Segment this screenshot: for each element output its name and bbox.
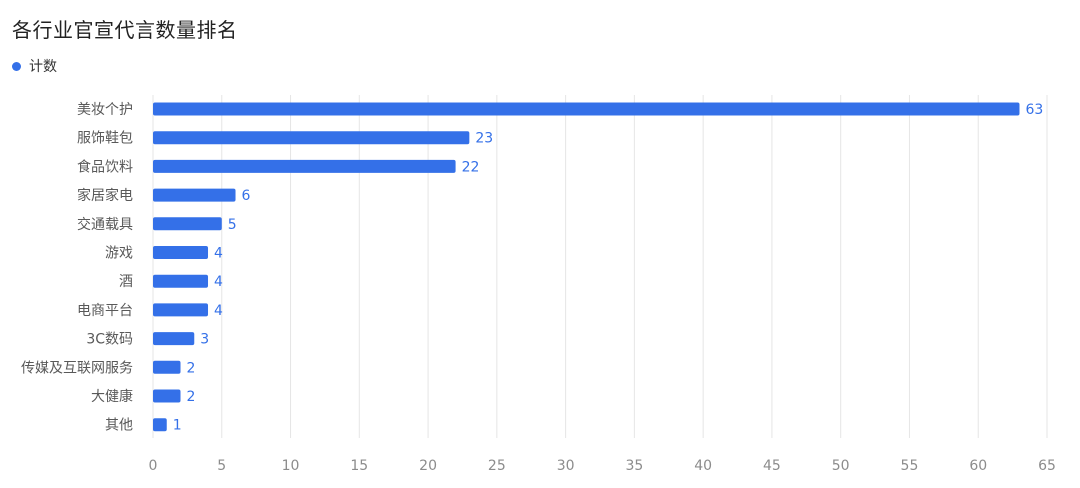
x-tick-label: 45 <box>763 458 781 474</box>
chart-title: 各行业官宣代言数量排名 <box>12 18 238 42</box>
x-tick-label: 20 <box>419 458 437 474</box>
bar[interactable] <box>153 246 209 259</box>
data-label: 23 <box>475 131 493 147</box>
x-tick-label: 30 <box>557 458 575 474</box>
bar[interactable] <box>153 389 181 403</box>
bar[interactable] <box>153 418 167 432</box>
category-label: 食品饮料 <box>77 158 133 175</box>
x-tick-label: 55 <box>901 458 919 474</box>
category-label: 游戏 <box>105 246 133 262</box>
x-tick-label: 15 <box>350 458 368 474</box>
category-label: 3C数码 <box>86 332 133 348</box>
grid-layer <box>152 95 1048 438</box>
bar[interactable] <box>153 131 470 145</box>
data-label: 63 <box>1025 102 1043 118</box>
bar-layer <box>153 102 1020 432</box>
category-label: 家居家电 <box>77 187 133 204</box>
x-tick-label: 0 <box>149 458 158 474</box>
bar[interactable] <box>153 303 209 317</box>
bar[interactable] <box>153 332 195 346</box>
data-label: 4 <box>214 246 223 262</box>
data-label: 2 <box>187 389 196 405</box>
legend-marker <box>12 61 21 71</box>
category-label: 服饰鞋包 <box>77 131 133 147</box>
bar[interactable] <box>153 274 209 288</box>
x-tick-label: 5 <box>217 458 226 474</box>
data-label: 22 <box>462 159 480 175</box>
category-label: 美妆个护 <box>77 102 133 118</box>
bar[interactable] <box>153 102 1020 116</box>
x-tick-label: 35 <box>625 458 643 474</box>
category-label: 电商平台 <box>77 303 133 319</box>
x-tick-label: 40 <box>694 458 712 474</box>
data-label: 5 <box>228 217 237 233</box>
data-label: 6 <box>242 188 251 204</box>
data-label: 4 <box>214 303 223 319</box>
data-label: 2 <box>187 360 196 376</box>
data-label: 3 <box>200 332 209 348</box>
x-tick-label: 25 <box>488 458 506 474</box>
x-tick-label: 10 <box>282 458 300 474</box>
bar[interactable] <box>153 188 236 202</box>
legend[interactable]: 计数 <box>12 56 57 76</box>
legend-label: 计数 <box>29 59 57 75</box>
category-label: 交通载具 <box>77 216 133 233</box>
category-label: 其他 <box>105 418 133 434</box>
x-tick-label: 60 <box>969 458 987 474</box>
bar[interactable] <box>153 217 222 231</box>
category-label: 传媒及互联网服务 <box>21 360 133 376</box>
x-tick-label: 65 <box>1038 458 1056 474</box>
data-label: 1 <box>173 418 182 434</box>
data-label: 4 <box>214 274 223 290</box>
bar[interactable] <box>153 360 181 374</box>
category-label: 大健康 <box>91 388 133 405</box>
bar[interactable] <box>153 159 456 173</box>
x-tick-label: 50 <box>832 458 850 474</box>
category-label: 酒 <box>119 274 133 290</box>
